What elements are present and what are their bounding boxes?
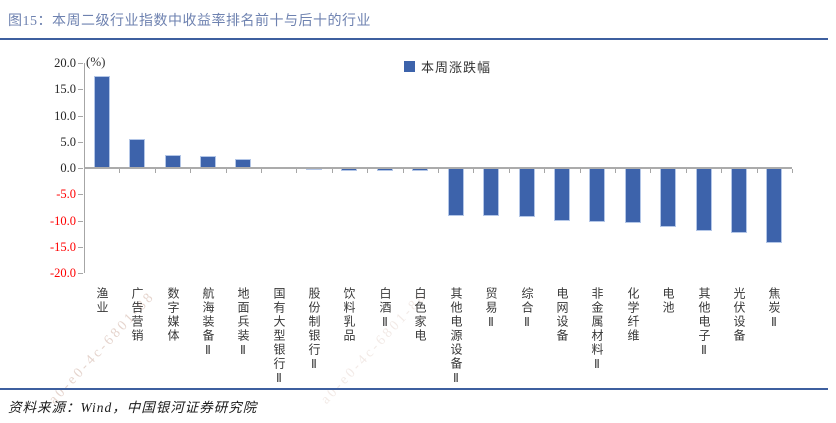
bar xyxy=(660,168,676,227)
legend-label: 本周涨跌幅 xyxy=(421,60,492,75)
footer-rule xyxy=(0,388,828,390)
y-axis-label: 5.0 xyxy=(60,134,76,149)
y-axis-tick xyxy=(78,115,83,117)
x-axis-tick xyxy=(261,169,262,173)
category-label: 非金属材料Ⅱ xyxy=(590,287,604,373)
category-label: 综合Ⅱ xyxy=(520,287,534,331)
x-axis-tick xyxy=(367,169,368,173)
bar xyxy=(129,139,145,168)
y-axis-tick xyxy=(78,246,83,248)
category-label: 饮料乳品 xyxy=(342,287,356,343)
x-axis-tick xyxy=(84,169,85,173)
zero-axis-line xyxy=(84,167,792,169)
bar xyxy=(94,76,110,168)
chart-title: 图15：本周二级行业指数中收益率排名前十与后十的行业 xyxy=(8,14,371,29)
x-axis-tick xyxy=(615,169,616,173)
x-axis-tick xyxy=(509,169,510,173)
bar xyxy=(483,168,499,216)
y-axis-label: -20.0 xyxy=(49,266,76,280)
category-label: 光伏设备 xyxy=(732,287,746,343)
y-axis-label: -5.0 xyxy=(56,187,76,202)
source-text: 资料来源：Wind，中国银河证券研究院 xyxy=(8,400,258,415)
category-label: 数字媒体 xyxy=(166,287,180,343)
x-axis-tick xyxy=(650,169,651,173)
unit-label: (%) xyxy=(86,54,106,69)
category-label: 白色家电 xyxy=(413,287,427,343)
y-axis-label: -10.0 xyxy=(49,213,76,228)
x-axis-tick xyxy=(119,169,120,173)
x-axis-tick xyxy=(792,169,793,173)
bar xyxy=(766,168,782,243)
category-label: 地面兵装Ⅱ xyxy=(236,287,250,359)
y-axis-tick xyxy=(78,63,83,64)
bar xyxy=(731,168,747,233)
bar xyxy=(625,168,641,223)
y-axis-label: 20.0 xyxy=(54,56,76,70)
x-axis-tick xyxy=(403,169,404,173)
x-axis-tick xyxy=(438,169,439,173)
x-axis-tick xyxy=(296,169,297,173)
x-axis-tick xyxy=(757,169,758,173)
category-label: 焦炭Ⅱ xyxy=(767,287,781,331)
category-label: 股份制银行Ⅱ xyxy=(307,287,321,373)
x-axis-tick xyxy=(473,169,474,173)
y-axis-label: 10.0 xyxy=(54,108,76,123)
category-label: 广告营销 xyxy=(130,287,144,343)
legend: 本周涨跌幅 xyxy=(404,57,491,76)
category-label: 化学纤维 xyxy=(626,287,640,343)
y-axis-tick xyxy=(78,141,83,143)
x-axis-tick xyxy=(190,169,191,173)
x-axis-tick xyxy=(155,169,156,173)
category-label: 其他电子Ⅱ xyxy=(697,287,711,359)
y-axis-tick xyxy=(78,89,83,91)
legend-swatch-icon xyxy=(404,61,415,72)
x-axis-tick xyxy=(686,169,687,173)
bar xyxy=(448,168,464,216)
y-axis-tick xyxy=(78,220,83,222)
category-label: 贸易Ⅱ xyxy=(484,287,498,331)
x-axis-tick xyxy=(721,169,722,173)
x-axis-tick xyxy=(332,169,333,173)
category-label: 电池 xyxy=(661,287,675,315)
bar xyxy=(589,168,605,222)
x-axis-tick xyxy=(226,169,227,173)
title-underline xyxy=(0,38,828,40)
bar xyxy=(519,168,535,217)
y-axis-label: 15.0 xyxy=(54,82,76,97)
y-axis-label: -15.0 xyxy=(49,239,76,254)
category-label: 渔业 xyxy=(95,287,109,315)
category-label: 白酒Ⅱ xyxy=(378,287,392,331)
category-label: 国有大型银行Ⅱ xyxy=(272,287,286,387)
y-axis-tick xyxy=(78,273,83,274)
category-label: 其他电源设备Ⅱ xyxy=(449,287,463,387)
category-label: 电网设备 xyxy=(555,287,569,343)
y-axis-tick xyxy=(78,168,83,169)
y-axis-label: 0.0 xyxy=(60,161,76,175)
bar xyxy=(554,168,570,221)
category-label: 航海装备Ⅱ xyxy=(201,287,215,359)
x-axis-tick xyxy=(544,169,545,173)
bar xyxy=(696,168,712,231)
x-axis-tick xyxy=(580,169,581,173)
y-axis-tick xyxy=(78,194,83,196)
